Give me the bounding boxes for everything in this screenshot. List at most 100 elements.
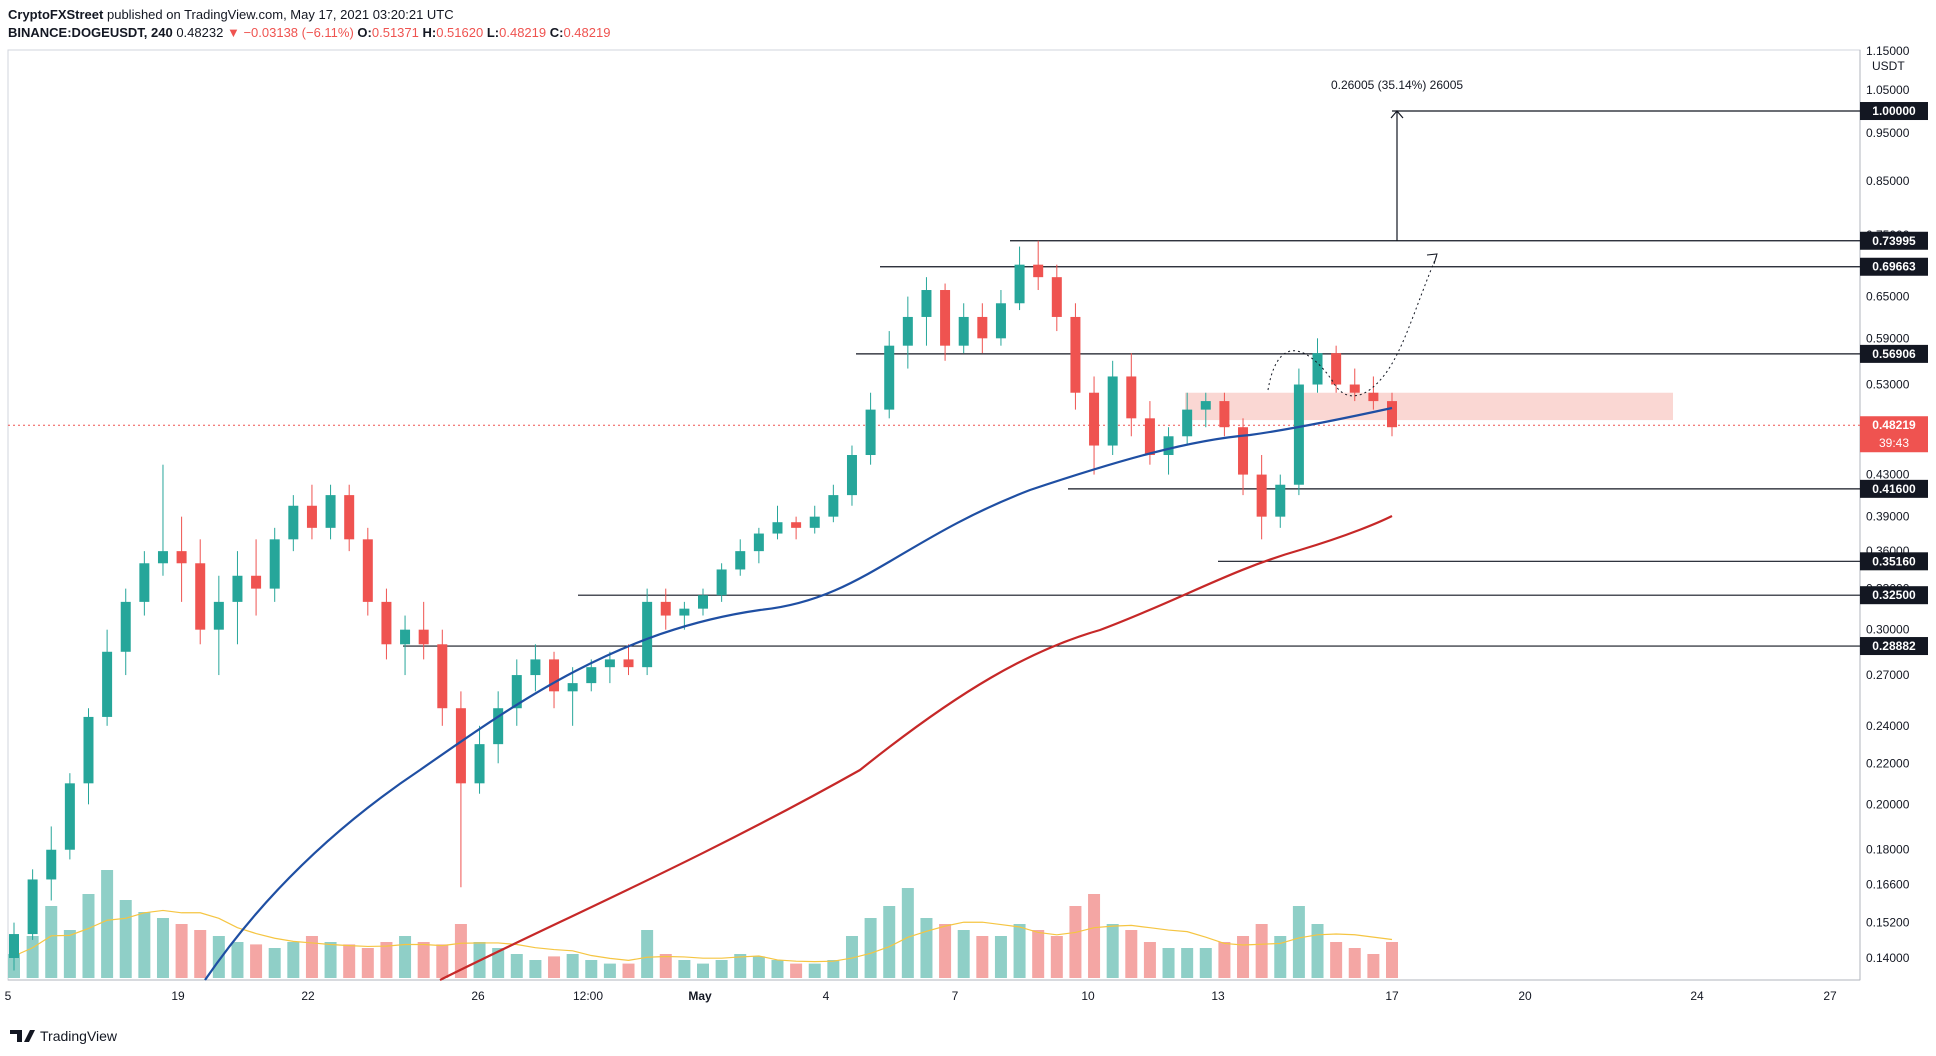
y-tick-label: 0.65000 — [1866, 290, 1910, 304]
y-tick-label: 0.53000 — [1866, 378, 1910, 392]
candle-body — [921, 290, 932, 317]
price-level-tag — [1860, 257, 1928, 276]
volume-bar — [63, 930, 76, 978]
x-tick-label: 7 — [952, 989, 959, 1003]
candle-body — [1349, 384, 1360, 393]
open-label: O: — [357, 25, 372, 40]
volume-bar — [1311, 924, 1324, 978]
volume-bar — [436, 944, 449, 978]
volume-bar — [380, 942, 393, 978]
candle-body — [1070, 316, 1081, 393]
volume-bar — [231, 942, 244, 978]
volume-bar — [585, 960, 598, 978]
publish-line: CryptoFXStreet published on TradingView.… — [8, 6, 610, 24]
candle-body — [660, 601, 671, 616]
candle-body — [791, 522, 802, 528]
volume-bar — [287, 942, 300, 978]
price-level-text: 0.32500 — [1872, 588, 1916, 602]
y-tick-label: 0.95000 — [1866, 126, 1910, 140]
volume-bar — [417, 942, 430, 978]
volume-bar — [1330, 942, 1343, 978]
volume-bar — [1143, 942, 1156, 978]
candle-body — [809, 516, 820, 528]
y-tick-label: 0.22000 — [1866, 756, 1910, 770]
price-level-tag — [1860, 586, 1928, 605]
y-tick-label: 0.20000 — [1866, 797, 1910, 811]
symbol-label: BINANCE:DOGEUSDT, 240 — [8, 25, 173, 40]
candle-body — [83, 716, 94, 784]
volume-bar — [26, 936, 39, 978]
price-level-text: 0.48219 — [1872, 418, 1916, 432]
candle-body — [1182, 409, 1193, 437]
volume-bar — [566, 954, 579, 978]
volume-bar — [1181, 948, 1194, 978]
x-tick-label: 27 — [1823, 989, 1837, 1003]
volume-bar — [678, 960, 691, 978]
price-level-tag — [1860, 231, 1928, 250]
volume-bar — [268, 948, 281, 978]
x-tick-label: 26 — [471, 989, 485, 1003]
candle-body — [362, 539, 373, 602]
low-value: 0.48219 — [499, 25, 547, 40]
candle-body — [400, 629, 411, 645]
candle-body — [1144, 418, 1155, 456]
x-tick-label: 4 — [823, 989, 830, 1003]
volume-bar — [101, 870, 114, 978]
volume-bar — [1199, 948, 1212, 978]
x-tick-label: 22 — [301, 989, 315, 1003]
volume-bar — [1218, 942, 1231, 978]
candle-body — [1126, 376, 1137, 419]
price-level-text: 0.28882 — [1872, 639, 1916, 653]
volume-bar — [454, 924, 467, 978]
candle-body — [437, 644, 448, 709]
price-level-tag — [1860, 344, 1928, 363]
candle-body — [828, 495, 839, 517]
candle-body — [474, 744, 485, 784]
candle-body — [381, 601, 392, 645]
volume-bar — [510, 954, 523, 978]
close-value: 0.48219 — [563, 25, 611, 40]
candle-body — [1051, 277, 1062, 317]
candle-body — [269, 539, 280, 589]
volume-bar — [697, 963, 709, 978]
volume-bar — [1125, 930, 1138, 978]
y-tick-label: 1.15000 — [1866, 44, 1910, 58]
tradingview-footer[interactable]: TradingView — [8, 1028, 117, 1044]
candle-body — [306, 505, 317, 528]
volume-bar — [1292, 906, 1305, 978]
volume-bar — [622, 963, 635, 978]
price-level-text: 0.35160 — [1872, 554, 1916, 568]
measure-arrowhead — [1390, 110, 1404, 119]
volume-bar — [194, 930, 207, 978]
y-tick-label: 0.30000 — [1866, 623, 1910, 637]
y-tick-label: 0.14000 — [1866, 951, 1910, 965]
x-tick-label: 13 — [1211, 989, 1225, 1003]
author-name[interactable]: CryptoFXStreet — [8, 7, 104, 22]
projection-path — [1267, 254, 1438, 397]
candle-body — [716, 569, 727, 596]
price-level-text: 0.73995 — [1872, 234, 1916, 248]
projection-arrowhead — [1426, 253, 1438, 265]
volume-bar — [1088, 894, 1101, 978]
candle-body — [902, 316, 913, 346]
volume-bar — [827, 960, 840, 978]
volume-bar — [212, 936, 225, 978]
volume-bar — [529, 960, 542, 978]
candle-body — [251, 575, 262, 589]
candle-body — [1219, 401, 1230, 428]
candle-body — [9, 934, 19, 958]
volume-bar — [1274, 936, 1287, 978]
candle-body — [1089, 392, 1100, 446]
x-tick-label: 19 — [171, 989, 185, 1003]
y-tick-label: 0.85000 — [1866, 174, 1910, 188]
candle-body — [586, 667, 597, 684]
volume-bar — [343, 944, 356, 978]
candle-body — [288, 505, 299, 540]
price-level-tag — [1860, 637, 1928, 656]
volume-bar — [994, 936, 1007, 978]
volume-bar — [1367, 954, 1380, 978]
candle-body — [120, 601, 131, 652]
candle-body — [344, 495, 355, 540]
candle-body — [698, 595, 708, 609]
